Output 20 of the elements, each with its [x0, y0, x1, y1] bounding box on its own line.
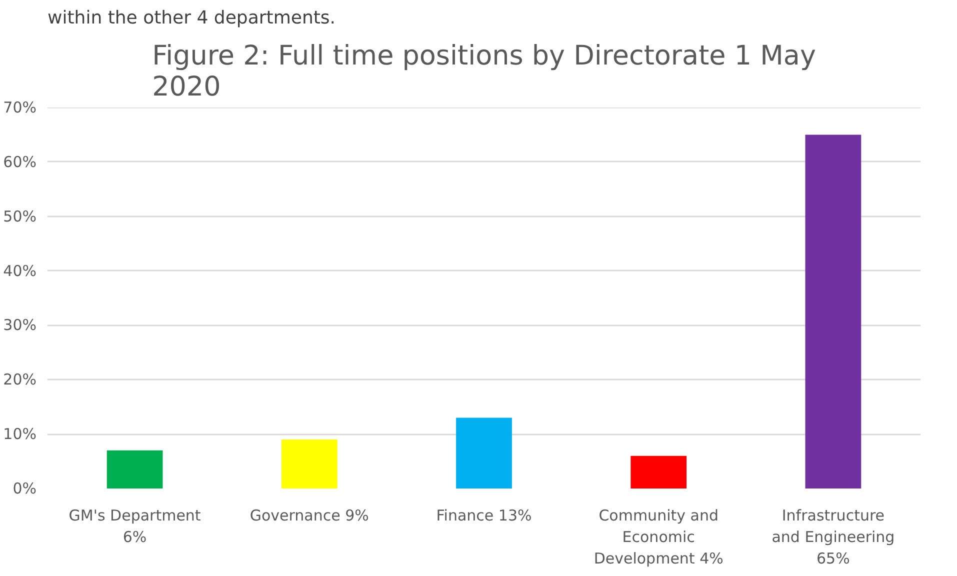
y-tick-label: 0% [12, 480, 36, 498]
bar [805, 134, 862, 488]
text: within the other 4 departments. [48, 8, 336, 28]
bar [630, 456, 687, 488]
bar [106, 450, 163, 488]
chart-title: Figure 2: Full time positions by Directorate 1 May 2020 [152, 40, 816, 102]
y-tick-label: 40% [3, 262, 37, 280]
y-tick-label: 50% [3, 207, 37, 226]
y-tick-label: 20% [3, 370, 37, 389]
x-tick-label: GM's Department 6% [68, 506, 201, 546]
x-tick-label: Infrastructure and Engineering 65% [772, 506, 895, 568]
y-tick-label: 30% [3, 316, 37, 334]
bar [281, 440, 338, 488]
y-tick-label: 60% [3, 152, 37, 171]
bar [456, 418, 512, 488]
x-tick-label: Finance 13% [436, 506, 532, 524]
y-tick-label: 10% [3, 425, 37, 444]
y-tick-label: 70% [3, 98, 37, 116]
x-tick-label: Community and Economic Development 4% [594, 506, 724, 568]
x-tick-label: Governance 9% [250, 506, 369, 524]
